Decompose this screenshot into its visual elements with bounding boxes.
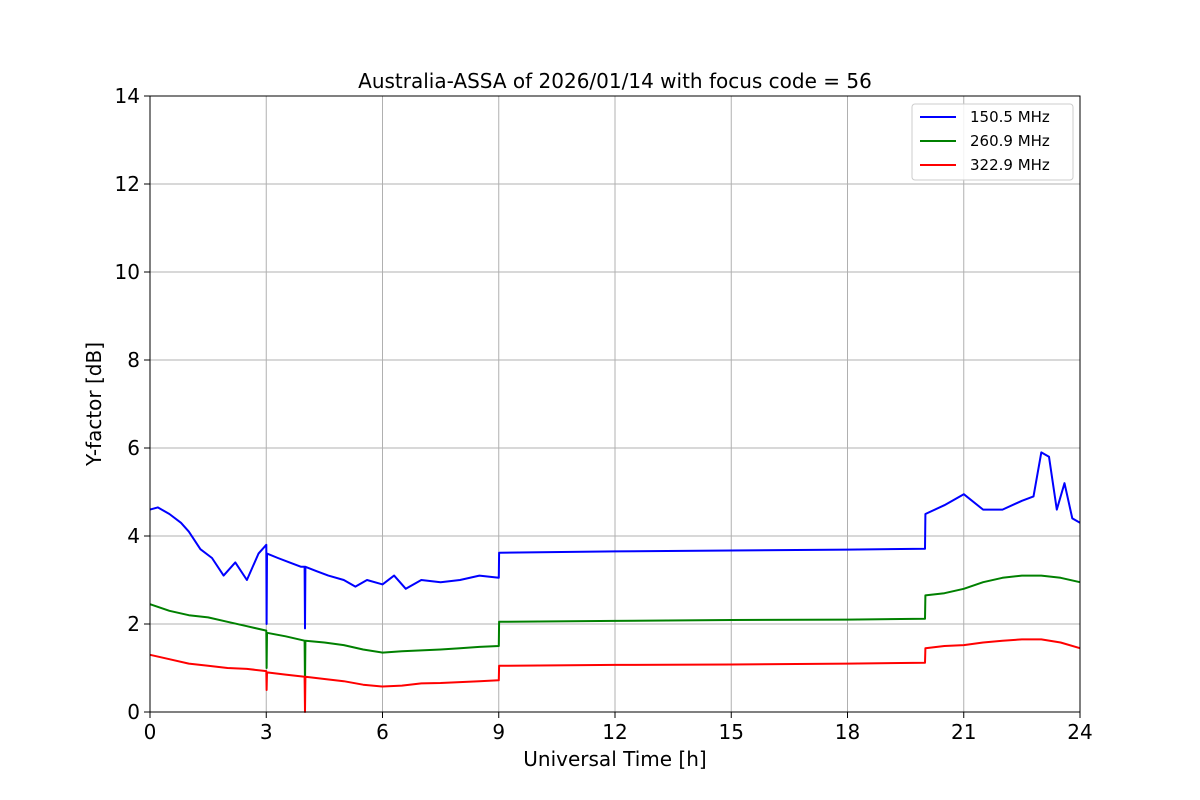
x-tick-label: 15 <box>719 720 744 744</box>
y-tick-label: 0 <box>127 700 140 724</box>
y-tick-label: 10 <box>115 260 140 284</box>
y-tick-label: 6 <box>127 436 140 460</box>
legend-box <box>911 103 1074 181</box>
series-line-1 <box>149 451 1081 630</box>
x-tick-label: 12 <box>602 720 627 744</box>
legend: 150.5 MHz 260.9 MHz 322.9 MHz <box>911 103 1074 181</box>
y-tick-label: 8 <box>127 348 140 372</box>
y-tick-label: 14 <box>115 84 140 108</box>
x-tick-label: 24 <box>1067 720 1092 744</box>
y-tick-label: 12 <box>115 172 140 196</box>
legend-label: 150.5 MHz <box>970 108 1050 126</box>
x-tick-label: 18 <box>835 720 860 744</box>
legend-label: 260.9 MHz <box>970 132 1050 150</box>
x-tick-label: 9 <box>492 720 505 744</box>
chart-title: Australia-ASSA of 2026/01/14 with focus … <box>358 69 872 93</box>
x-tick-label: 0 <box>144 720 157 744</box>
y-tick-label: 2 <box>127 612 140 636</box>
x-tick-label: 21 <box>951 720 976 744</box>
y-axis-label: Y-factor [dB] <box>82 342 106 467</box>
series-line-3 <box>149 638 1081 713</box>
x-tick-label: 6 <box>376 720 389 744</box>
y-tick-label: 4 <box>127 524 140 548</box>
x-tick-label: 3 <box>260 720 273 744</box>
x-axis-label: Universal Time [h] <box>523 747 706 771</box>
series-group <box>149 451 1081 713</box>
legend-label: 322.9 MHz <box>970 156 1050 174</box>
series-line-2 <box>149 574 1081 687</box>
